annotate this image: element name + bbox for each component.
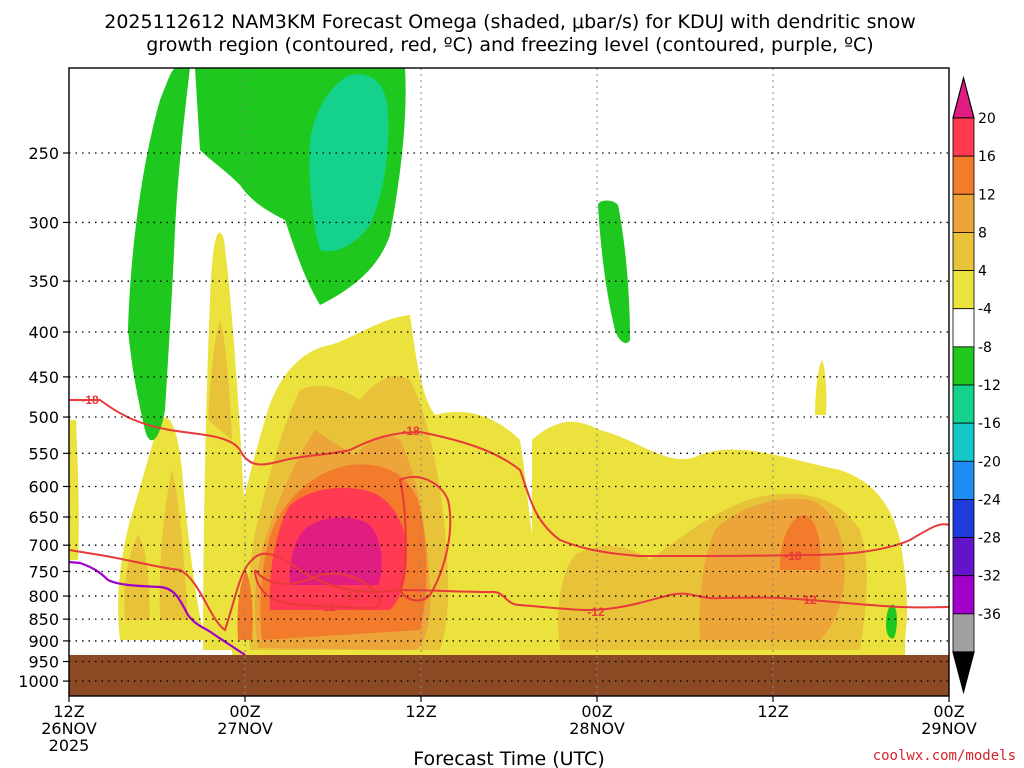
- y-tick-label: 850: [28, 610, 59, 629]
- colorbar-swatch: [952, 460, 975, 500]
- x-tick-label1: 00Z: [933, 702, 964, 721]
- y-tick-label: 500: [28, 408, 59, 427]
- colorbar-top-arrow: [952, 75, 975, 119]
- colorbar-label: 16: [978, 149, 996, 165]
- chart-title-line1: 2025112612 NAM3KM Forecast Omega (shaded…: [104, 11, 916, 33]
- dgz-contour-inner-loop: [254, 569, 381, 610]
- y-axis: 250 300 350 400 450 500 550 600 650 700 750 800 850 9…: [18, 144, 69, 691]
- y-tick-label: 1000: [18, 672, 59, 691]
- colorbar-label: 12: [978, 187, 996, 203]
- y-tick-label: 350: [28, 272, 59, 291]
- colorbar-label: -16: [978, 416, 1001, 432]
- ground: [69, 655, 949, 696]
- dgz-contour-inner: [398, 475, 452, 602]
- colorbar-swatch: [952, 537, 975, 577]
- colorbar-label: -28: [978, 531, 1001, 547]
- colorbar-swatch: [952, 308, 975, 348]
- y-tick-label: 650: [28, 508, 59, 527]
- colorbar-label: -12: [978, 378, 1001, 394]
- y-tick-label: 300: [28, 213, 59, 232]
- colorbar-label: 4: [978, 264, 987, 280]
- y-tick-label: 450: [28, 368, 59, 387]
- colorbar: 20 16 12 8 4 -4 -8 -12 -16 -20 -24 -28 -32 -36: [952, 75, 1001, 695]
- x-tick-label1: 12Z: [405, 702, 436, 721]
- grid-lines: [69, 68, 949, 696]
- y-tick-label: 600: [28, 477, 59, 496]
- omega-region-green-small: [598, 200, 630, 343]
- dgz-label: -12: [318, 600, 336, 614]
- x-tick-label2: 27NOV: [217, 719, 273, 738]
- y-tick-label: 800: [28, 587, 59, 606]
- y-tick-label: 250: [28, 144, 59, 163]
- colorbar-label: -20: [978, 454, 1001, 470]
- colorbar-swatch: [952, 575, 975, 615]
- x-axis-label: Forecast Time (UTC): [413, 748, 604, 768]
- dgz-label: -12: [587, 605, 605, 619]
- dgz-label: -18: [81, 393, 99, 407]
- colorbar-swatch: [952, 613, 975, 653]
- colorbar-swatch: [952, 346, 975, 386]
- y-tick-label: 900: [28, 632, 59, 651]
- colorbar-label: 20: [978, 111, 996, 127]
- omega-region-yellow-small: [815, 360, 827, 415]
- freezing-level-line: [69, 560, 246, 656]
- x-tick-label1: 00Z: [229, 702, 260, 721]
- omega-negative-shading: [128, 68, 897, 639]
- dgz-contour-upper: [69, 399, 949, 558]
- colorbar-bottom-arrow: [952, 651, 975, 695]
- colorbar-label: -32: [978, 569, 1001, 585]
- dgz-contours: [69, 399, 949, 632]
- y-tick-label: 750: [28, 562, 59, 581]
- y-tick-label: 550: [28, 444, 59, 463]
- colorbar-swatch: [952, 193, 975, 233]
- dgz-label: -12: [343, 589, 361, 603]
- colorbar-label: -4: [978, 302, 992, 318]
- chart-title-line2: growth region (contoured, red, ºC) and f…: [146, 34, 873, 56]
- colorbar-label: 8: [978, 225, 987, 241]
- colorbar-swatch: [952, 270, 975, 310]
- y-tick-label: 400: [28, 323, 59, 342]
- colorbar-swatch: [952, 499, 975, 538]
- omega-region-yellow-left-edge: [69, 420, 79, 560]
- colorbar-swatch: [952, 232, 975, 271]
- x-tick-label1: 12Z: [53, 702, 84, 721]
- x-tick-label2: 28NOV: [569, 719, 625, 738]
- colorbar-swatch: [952, 155, 975, 195]
- omega-region-green-left: [128, 68, 190, 441]
- dgz-label: -18: [402, 424, 420, 438]
- dgz-label: -18: [784, 549, 802, 563]
- omega-region-gold-left: [124, 320, 232, 620]
- dgz-contour-lower: [69, 549, 949, 632]
- x-tick-label1: 12Z: [757, 702, 788, 721]
- colorbar-label: -36: [978, 607, 1001, 623]
- colorbar-swatch: [952, 422, 975, 462]
- omega-region-teal: [309, 74, 389, 252]
- y-tick-label: 700: [28, 536, 59, 555]
- dgz-contour-labels: -18 -12 -18 -18 -12 -12 12: [81, 393, 817, 619]
- colorbar-swatch: [952, 384, 975, 424]
- x-tick-label3: 2025: [49, 736, 90, 755]
- x-tick-label2: 29NOV: [921, 719, 977, 738]
- omega-region-green-dot: [886, 604, 897, 639]
- colorbar-label: -8: [978, 340, 992, 356]
- omega-positive-shading: [69, 232, 908, 655]
- plot-area: -18 -12 -18 -18 -12 -12 12: [69, 68, 949, 696]
- colorbar-label: -24: [978, 492, 1001, 508]
- x-tick-label2: 26NOV: [41, 719, 97, 738]
- colorbar-swatch: [952, 117, 975, 157]
- credit-text: coolwx.com/models: [873, 748, 1016, 764]
- y-tick-label: 950: [28, 653, 59, 672]
- dgz-label: 12: [803, 593, 817, 607]
- plot-frame: [68, 67, 950, 697]
- omega-region-max: [289, 517, 382, 585]
- x-tick-label1: 00Z: [581, 702, 612, 721]
